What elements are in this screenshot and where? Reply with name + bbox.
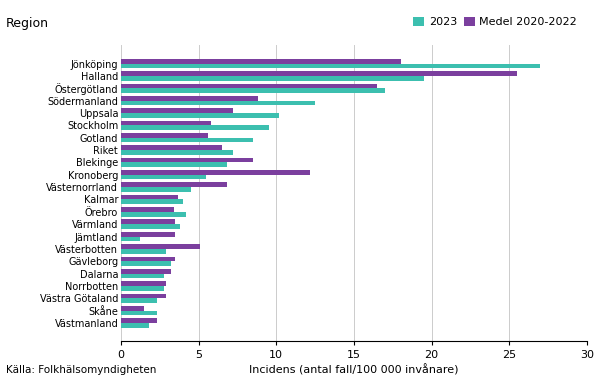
Bar: [121, 294, 166, 298]
Bar: [121, 257, 175, 261]
Bar: [121, 163, 227, 167]
Legend: 2023, Medel 2020-2022: 2023, Medel 2020-2022: [408, 13, 581, 32]
Bar: [121, 88, 385, 93]
Bar: [121, 84, 378, 88]
Bar: [121, 76, 423, 81]
Bar: [121, 146, 222, 150]
Bar: [121, 64, 540, 68]
Bar: [121, 306, 144, 311]
Bar: [121, 199, 183, 204]
Bar: [121, 212, 186, 216]
Bar: [121, 219, 175, 224]
Bar: [121, 170, 310, 175]
Text: Källa: Folkhälsomyndigheten: Källa: Folkhälsomyndigheten: [6, 365, 157, 375]
X-axis label: Incidens (antal fall/100 000 invånare): Incidens (antal fall/100 000 invånare): [249, 364, 459, 376]
Bar: [121, 101, 315, 105]
Bar: [121, 71, 517, 76]
Bar: [121, 269, 171, 274]
Bar: [121, 187, 191, 192]
Bar: [121, 236, 140, 241]
Bar: [121, 59, 401, 64]
Bar: [121, 96, 258, 101]
Bar: [121, 133, 208, 138]
Bar: [121, 249, 166, 254]
Bar: [121, 261, 171, 266]
Bar: [121, 244, 200, 249]
Bar: [121, 232, 175, 236]
Bar: [121, 108, 233, 113]
Bar: [121, 318, 157, 323]
Bar: [121, 113, 280, 118]
Bar: [121, 182, 227, 187]
Text: Region: Region: [6, 17, 49, 30]
Bar: [121, 311, 157, 315]
Bar: [121, 323, 149, 328]
Bar: [121, 274, 165, 278]
Bar: [121, 286, 165, 291]
Bar: [121, 224, 180, 229]
Bar: [121, 175, 206, 180]
Bar: [121, 138, 253, 143]
Bar: [121, 195, 178, 199]
Bar: [121, 207, 174, 212]
Bar: [121, 298, 157, 303]
Bar: [121, 125, 269, 130]
Bar: [121, 281, 166, 286]
Bar: [121, 150, 233, 155]
Bar: [121, 158, 253, 163]
Bar: [121, 121, 211, 125]
